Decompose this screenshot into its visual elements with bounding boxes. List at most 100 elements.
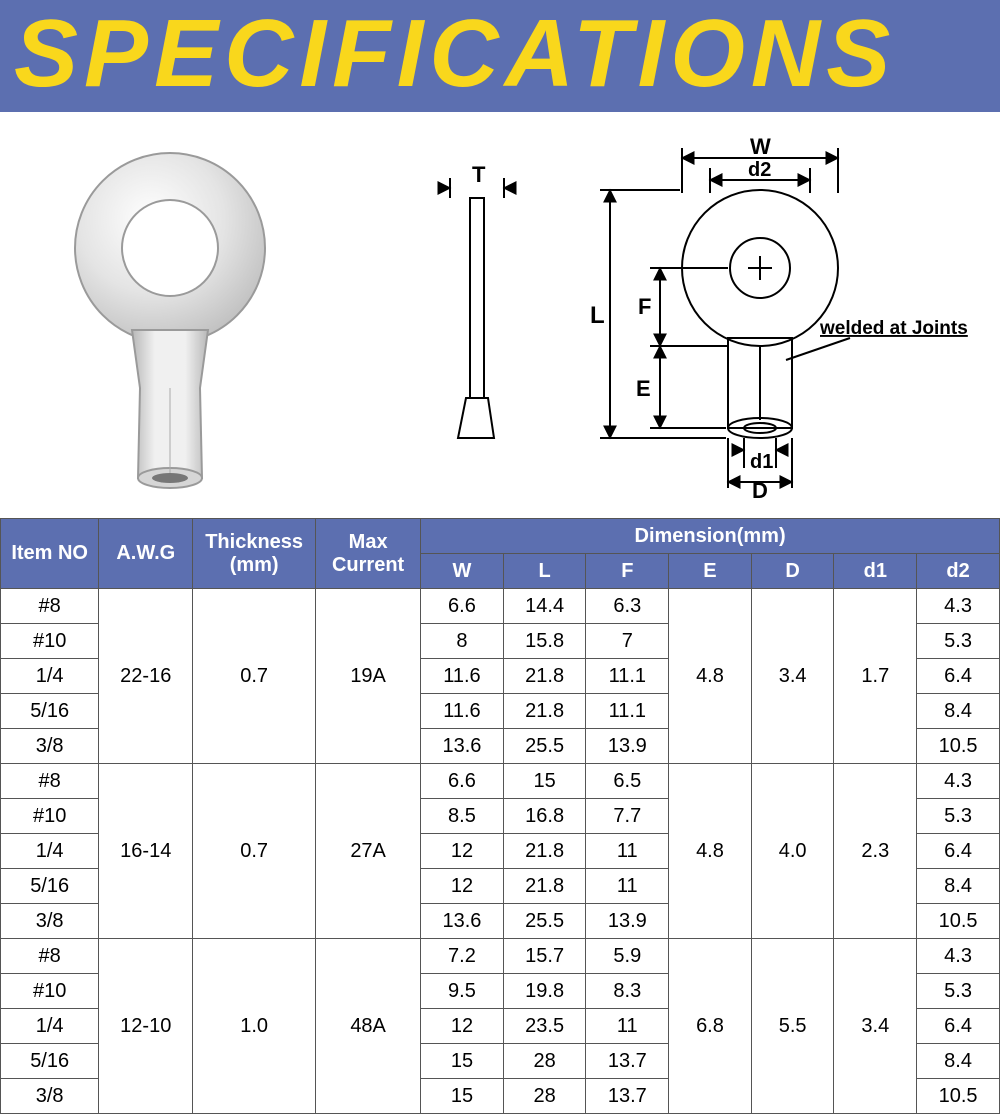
table-cell: 27A xyxy=(316,764,421,939)
table-cell: 48A xyxy=(316,939,421,1114)
table-cell: 8.5 xyxy=(421,799,504,834)
table-cell: 12 xyxy=(421,1009,504,1044)
table-cell: 8.4 xyxy=(917,869,1000,904)
table-cell: 15 xyxy=(503,764,586,799)
table-cell: 16.8 xyxy=(503,799,586,834)
th-item: Item NO xyxy=(1,519,99,589)
table-cell: 4.8 xyxy=(669,589,752,764)
table-cell: #8 xyxy=(1,939,99,974)
table-cell: 21.8 xyxy=(503,694,586,729)
th-d1: d1 xyxy=(834,554,917,589)
table-cell: 11.6 xyxy=(421,659,504,694)
table-cell: 15.7 xyxy=(503,939,586,974)
table-cell: 13.7 xyxy=(586,1044,669,1079)
product-photo xyxy=(30,138,310,498)
th-D: D xyxy=(751,554,834,589)
table-cell: 19A xyxy=(316,589,421,764)
table-cell: 25.5 xyxy=(503,904,586,939)
label-welded-note: welded at Joints xyxy=(819,318,968,339)
table-cell: 14.4 xyxy=(503,589,586,624)
table-cell: 1/4 xyxy=(1,1009,99,1044)
label-F: F xyxy=(638,294,651,319)
table-cell: 13.7 xyxy=(586,1079,669,1114)
th-L: L xyxy=(503,554,586,589)
th-F: F xyxy=(586,554,669,589)
table-cell: 13.6 xyxy=(421,729,504,764)
table-cell: 11.1 xyxy=(586,659,669,694)
table-cell: #8 xyxy=(1,764,99,799)
table-cell: 15 xyxy=(421,1079,504,1114)
label-D: D xyxy=(752,478,768,498)
th-d2: d2 xyxy=(917,554,1000,589)
table-cell: 4.0 xyxy=(751,764,834,939)
table-cell: 11.1 xyxy=(586,694,669,729)
th-thickness: Thickness (mm) xyxy=(193,519,316,589)
label-L: L xyxy=(590,302,605,329)
table-cell: 12-10 xyxy=(99,939,193,1114)
table-cell: 3/8 xyxy=(1,1079,99,1114)
table-cell: 4.3 xyxy=(917,764,1000,799)
table-cell: 3.4 xyxy=(751,589,834,764)
table-cell: 3/8 xyxy=(1,729,99,764)
table-cell: 8.3 xyxy=(586,974,669,1009)
table-cell: 6.6 xyxy=(421,589,504,624)
title-banner: SPECIFICATIONS xyxy=(0,0,1000,118)
table-head: Item NO A.W.G Thickness (mm) Max Current… xyxy=(1,519,1000,589)
table-cell: 5/16 xyxy=(1,869,99,904)
table-cell: 21.8 xyxy=(503,659,586,694)
page-title: SPECIFICATIONS xyxy=(14,6,986,102)
table-cell: 11 xyxy=(586,869,669,904)
table-cell: 4.3 xyxy=(917,939,1000,974)
table-cell: 15.8 xyxy=(503,624,586,659)
label-T: T xyxy=(472,162,486,187)
table-row: #812-101.048A7.215.75.96.85.53.44.3 xyxy=(1,939,1000,974)
table-cell: 7.7 xyxy=(586,799,669,834)
table-cell: 6.3 xyxy=(586,589,669,624)
table-cell: 6.4 xyxy=(917,659,1000,694)
table-cell: 8.4 xyxy=(917,694,1000,729)
th-E: E xyxy=(669,554,752,589)
table-cell: 8.4 xyxy=(917,1044,1000,1079)
label-d2: d2 xyxy=(748,159,771,181)
table-cell: 7 xyxy=(586,624,669,659)
table-cell: 22-16 xyxy=(99,589,193,764)
table-cell: 1/4 xyxy=(1,659,99,694)
table-cell: 5.3 xyxy=(917,799,1000,834)
table-cell: 5.5 xyxy=(751,939,834,1114)
table-cell: 21.8 xyxy=(503,834,586,869)
label-d1: d1 xyxy=(750,451,773,473)
table-body: #822-160.719A6.614.46.34.83.41.74.3#1081… xyxy=(1,589,1000,1114)
table-cell: 23.5 xyxy=(503,1009,586,1044)
spec-table: Item NO A.W.G Thickness (mm) Max Current… xyxy=(0,518,1000,1114)
th-dimension: Dimension(mm) xyxy=(421,519,1000,554)
label-W: W xyxy=(750,138,771,159)
table-cell: 10.5 xyxy=(917,904,1000,939)
table-cell: 16-14 xyxy=(99,764,193,939)
table-cell: 13.9 xyxy=(586,904,669,939)
table-cell: 4.8 xyxy=(669,764,752,939)
th-max: Max Current xyxy=(316,519,421,589)
table-cell: 5/16 xyxy=(1,1044,99,1079)
table-cell: 25.5 xyxy=(503,729,586,764)
table-cell: 1/4 xyxy=(1,834,99,869)
table-cell: 5.3 xyxy=(917,974,1000,1009)
th-W: W xyxy=(421,554,504,589)
table-cell: 0.7 xyxy=(193,589,316,764)
table-cell: 13.9 xyxy=(586,729,669,764)
table-cell: 6.4 xyxy=(917,1009,1000,1044)
table-cell: 1.0 xyxy=(193,939,316,1114)
table-cell: 9.5 xyxy=(421,974,504,1009)
table-row: #816-140.727A6.6156.54.84.02.34.3 xyxy=(1,764,1000,799)
technical-drawing: T W d2 L xyxy=(350,138,980,498)
table-cell: 4.3 xyxy=(917,589,1000,624)
table-cell: 6.5 xyxy=(586,764,669,799)
table-cell: 11.6 xyxy=(421,694,504,729)
table-cell: #10 xyxy=(1,974,99,1009)
table-cell: 5/16 xyxy=(1,694,99,729)
table-cell: 6.8 xyxy=(669,939,752,1114)
table-cell: 3/8 xyxy=(1,904,99,939)
table-cell: 12 xyxy=(421,834,504,869)
table-cell: #10 xyxy=(1,799,99,834)
table-cell: 6.4 xyxy=(917,834,1000,869)
table-cell: 10.5 xyxy=(917,729,1000,764)
